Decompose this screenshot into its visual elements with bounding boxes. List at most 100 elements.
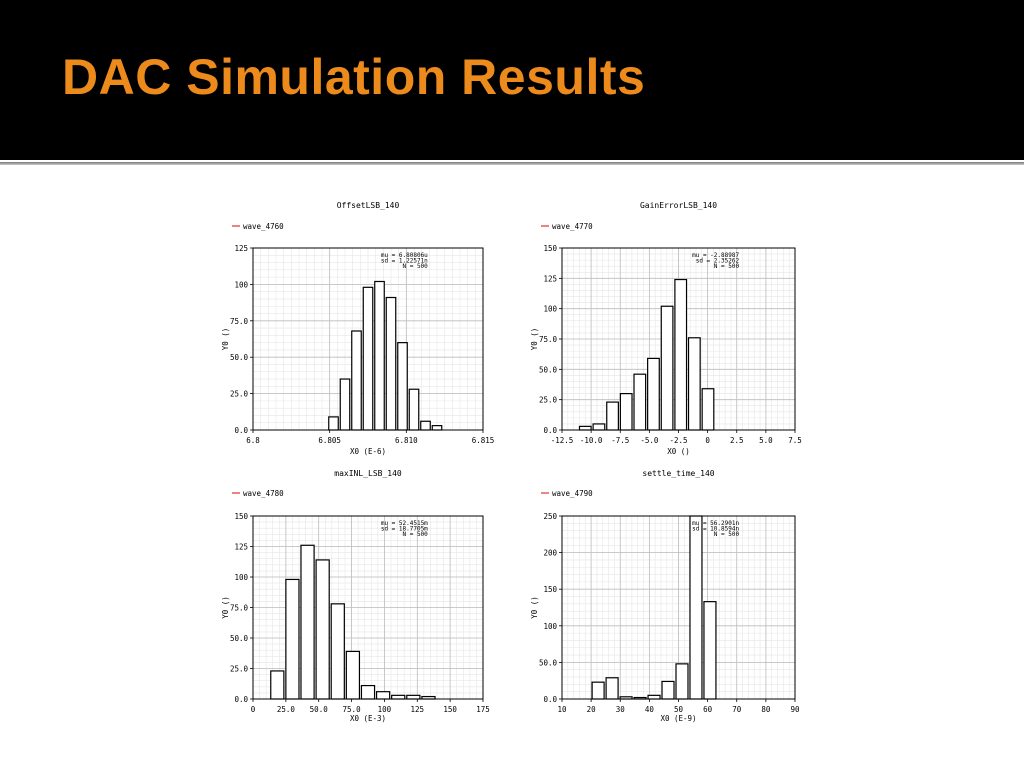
x-tick-label: 50 <box>674 705 684 714</box>
histogram-panel: 0.0 25.0 50.0 75.0 100 125 150 0 25.0 50.0 75.0 100… <box>221 469 490 723</box>
histogram-bar <box>689 515 703 700</box>
y-tick-label: 125 <box>543 274 557 283</box>
y-axis-label: Y0 () <box>221 328 230 351</box>
histogram-bar <box>420 420 431 431</box>
histogram-bar <box>647 694 661 700</box>
histogram-bar <box>330 603 345 700</box>
histogram-bar <box>619 393 633 431</box>
x-tick-label: 25.0 <box>277 705 296 714</box>
title-bar: DAC Simulation Results <box>0 0 1024 160</box>
stats-text: N = 500 <box>714 263 740 270</box>
x-tick-label: 6.805 <box>318 436 341 445</box>
histogram-bar <box>351 330 362 431</box>
x-tick-label: 5.0 <box>759 436 773 445</box>
y-tick-label: 200 <box>543 549 557 558</box>
x-tick-label: 90 <box>790 705 800 714</box>
legend-label: wave_4780 <box>243 489 284 498</box>
histogram-bar <box>397 342 408 431</box>
stats-text: N = 500 <box>714 531 740 538</box>
x-tick-label: 20 <box>587 705 597 714</box>
y-tick-label: 25.0 <box>230 665 249 674</box>
x-axis-label: X0 (E-3) <box>350 714 386 723</box>
histogram-bar <box>375 691 391 700</box>
x-tick-label: -5.0 <box>640 436 659 445</box>
histogram-bar <box>606 401 619 431</box>
y-tick-label: 25.0 <box>539 396 558 405</box>
x-tick-label: 80 <box>761 705 771 714</box>
y-tick-label: 100 <box>234 280 248 289</box>
stats-text: sd = 18.7705m <box>381 525 428 532</box>
histogram-bar <box>660 305 674 431</box>
stats-text: N = 500 <box>403 263 429 270</box>
stats-text: sd = 1.22571n <box>381 257 428 264</box>
chart-title: GainErrorLSB_140 <box>640 201 717 210</box>
x-tick-label: 50.0 <box>310 705 329 714</box>
y-tick-label: 50.0 <box>230 634 249 643</box>
title-divider <box>0 162 1024 165</box>
x-axis-label: X0 () <box>667 447 690 456</box>
histogram-panel: 0.0 50.0 100 150 200 250 10 20 30 40 50 60 70 80 90 set… <box>530 469 800 723</box>
x-tick-label: 2.5 <box>730 436 744 445</box>
stats-text: N = 500 <box>403 531 429 538</box>
x-tick-label: 175 <box>476 705 490 714</box>
x-tick-label: 6.815 <box>472 436 495 445</box>
x-tick-label: 100 <box>378 705 392 714</box>
x-tick-label: 0 <box>705 436 710 445</box>
stats-text: mu = 6.80806u <box>381 252 428 259</box>
plot-frame <box>252 247 484 431</box>
histogram-bar <box>328 416 339 431</box>
slide-title: DAC Simulation Results <box>62 49 646 105</box>
y-tick-label: 250 <box>543 512 557 521</box>
chart-title: maxINL_LSB_140 <box>334 469 402 478</box>
y-tick-label: 150 <box>234 512 248 521</box>
x-tick-label: 70 <box>732 705 742 714</box>
y-tick-label: 125 <box>234 543 248 552</box>
x-tick-label: 40 <box>645 705 655 714</box>
y-tick-label: 50.0 <box>539 658 558 667</box>
histogram-bar <box>687 337 701 431</box>
y-tick-label: 150 <box>543 585 557 594</box>
histogram-bar <box>374 280 385 431</box>
y-tick-label: 0.0 <box>234 695 248 704</box>
histogram-bar <box>661 680 675 700</box>
x-axis-label: X0 (E-9) <box>660 714 696 723</box>
y-tick-label: 75.0 <box>539 335 558 344</box>
y-tick-label: 75.0 <box>230 604 249 613</box>
histogram-bar <box>431 425 443 431</box>
y-tick-label: 50.0 <box>539 365 558 374</box>
y-axis-label: Y0 () <box>221 596 230 619</box>
y-tick-label: 100 <box>234 573 248 582</box>
y-tick-label: 100 <box>543 305 557 314</box>
histogram-bar <box>285 578 300 700</box>
stats-text: sd = 10.8594n <box>692 525 739 532</box>
legend-label: wave_4770 <box>552 222 593 231</box>
histogram-bar <box>675 663 689 700</box>
histogram-bar <box>270 670 285 700</box>
x-tick-label: 6.8 <box>246 436 260 445</box>
x-tick-label: -7.5 <box>611 436 629 445</box>
x-tick-label: 150 <box>443 705 457 714</box>
histogram-bar <box>647 357 660 431</box>
x-tick-label: 0 <box>251 705 256 714</box>
bars <box>328 280 443 431</box>
y-tick-label: 150 <box>543 244 557 253</box>
histogram-bar <box>345 650 361 700</box>
histogram-panel: 0.0 25.0 50.0 75.0 100 125 6.8 6.805 6.810 6.815 O… <box>221 201 494 456</box>
x-tick-label: -10.0 <box>580 436 603 445</box>
histogram-bar <box>339 378 351 431</box>
histogram-bar <box>408 388 420 431</box>
histogram-bar <box>674 278 688 431</box>
y-tick-label: 0.0 <box>234 426 248 435</box>
x-tick-label: 60 <box>703 705 713 714</box>
histogram-bar <box>315 559 330 700</box>
stats-text: mu = 56.2901n <box>692 520 739 527</box>
y-tick-label: 25.0 <box>230 390 249 399</box>
histogram-bar <box>592 423 606 431</box>
histogram-bar <box>633 373 647 431</box>
x-tick-label: -12.5 <box>551 436 574 445</box>
x-tick-label: 10 <box>557 705 567 714</box>
histogram-bar <box>578 425 592 431</box>
stats-text: mu = 52.4515m <box>381 520 428 527</box>
x-tick-label: 7.5 <box>788 436 802 445</box>
